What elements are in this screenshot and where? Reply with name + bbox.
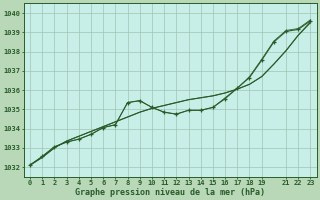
- X-axis label: Graphe pression niveau de la mer (hPa): Graphe pression niveau de la mer (hPa): [75, 188, 265, 197]
